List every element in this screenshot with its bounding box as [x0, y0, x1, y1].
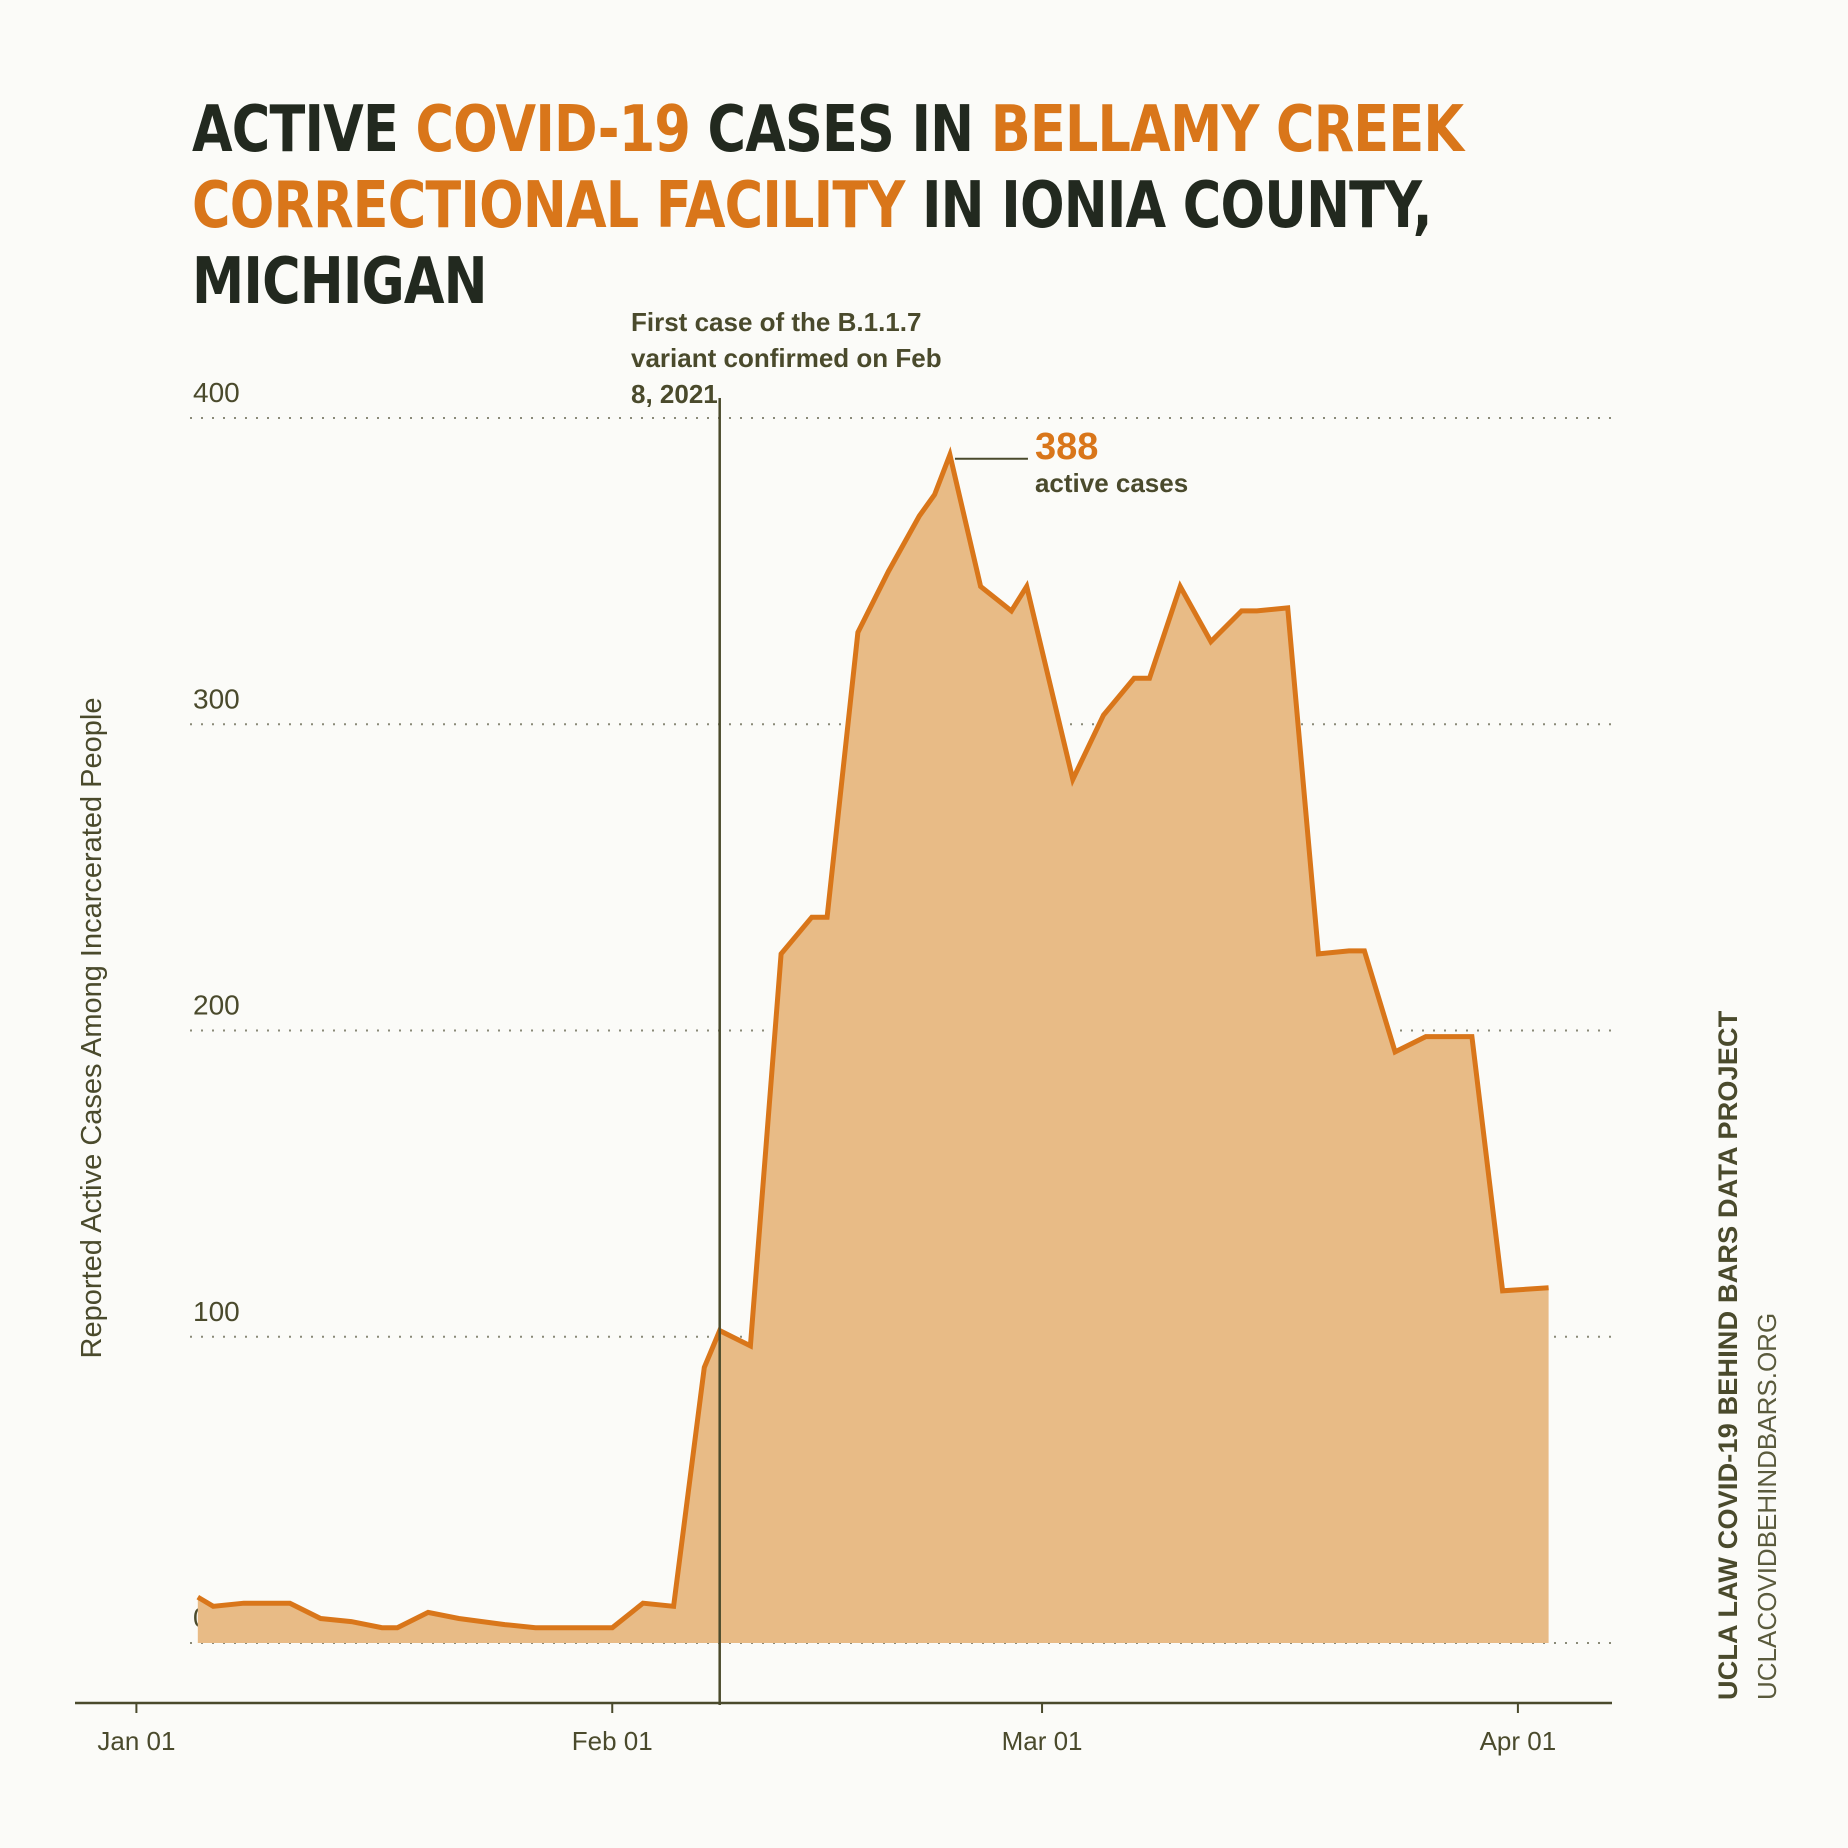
credits: UCLA LAW COVID-19 BEHIND BARS DATA PROJE… [1713, 1011, 1783, 1700]
annotation-vline-text-line: variant confirmed on Feb [631, 343, 942, 373]
credits-url: UCLACOVIDBEHINDBARS.ORG [1752, 1312, 1782, 1700]
annotation-vline-text-line: 8, 2021 [631, 379, 718, 409]
x-tick-label: Jan 01 [97, 1726, 175, 1756]
x-tick-label: Feb 01 [572, 1726, 653, 1756]
y-tick-label: 100 [193, 1296, 240, 1327]
title-part-highlight: COVID-19 [415, 93, 691, 167]
x-tick-label: Mar 01 [1002, 1726, 1083, 1756]
credits-organization: UCLA LAW COVID-19 BEHIND BARS DATA PROJE… [1713, 1010, 1743, 1700]
annotation-vline-text-line: First case of the B.1.1.7 [631, 307, 921, 337]
annotation-peak-value: 388 [1035, 426, 1098, 468]
title-part: IN IONIA COUNTY, MICHIGAN [192, 169, 1433, 319]
title-part: CASES IN [690, 93, 991, 167]
title-part: ACTIVE [192, 93, 416, 167]
y-tick-label: 200 [193, 990, 240, 1021]
chart-title: ACTIVE COVID-19 CASES IN BELLAMY CREEK C… [192, 92, 1471, 320]
y-axis-label: Reported Active Cases Among Incarcerated… [76, 698, 108, 1359]
y-tick-label: 400 [193, 377, 240, 408]
x-tick-label: Apr 01 [1480, 1726, 1557, 1756]
series-area [197, 454, 1549, 1643]
title-part-highlight: BELLAMY CREEK CORRECTIONAL FACILITY [192, 93, 1464, 243]
series-line [196, 446, 1549, 1631]
annotation-vline-text: First case of the B.1.1.7 variant confirm… [631, 307, 942, 409]
y-tick-label: 300 [193, 683, 240, 714]
annotation-peak-text: active cases [1035, 468, 1188, 498]
